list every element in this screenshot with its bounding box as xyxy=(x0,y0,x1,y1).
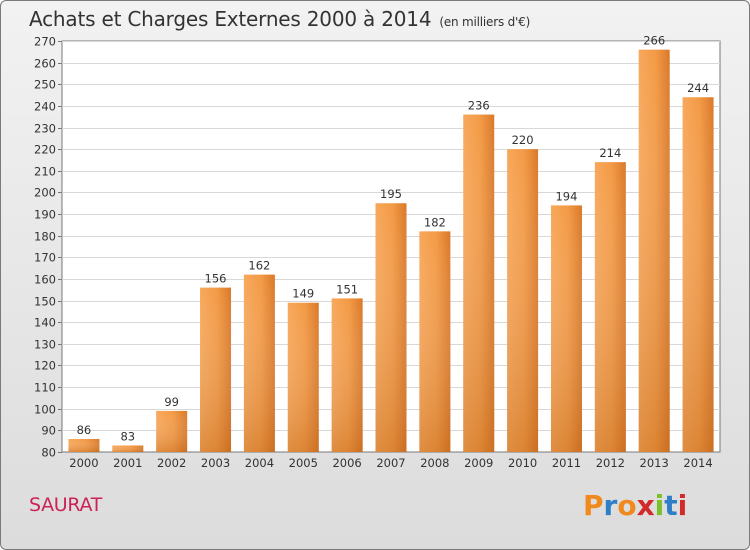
chart-subtitle: (en milliers d'€) xyxy=(439,15,531,29)
y-tick-label: 250 xyxy=(34,78,56,92)
data-label: 195 xyxy=(380,187,402,201)
x-tick-label: 2014 xyxy=(683,456,712,470)
x-tick-label: 2006 xyxy=(332,456,361,470)
data-label: 236 xyxy=(468,99,490,113)
logo-letter: i xyxy=(654,489,665,522)
y-tick-label: 260 xyxy=(34,57,56,71)
data-label: 194 xyxy=(555,189,577,203)
x-tick-label: 2001 xyxy=(113,456,142,470)
y-tick-label: 210 xyxy=(34,165,56,179)
bar-shade xyxy=(200,287,232,452)
chart-title: Achats et Charges Externes 2000 à 2014 (e… xyxy=(29,7,530,31)
logo-letter: P xyxy=(583,489,604,522)
y-tick-label: 160 xyxy=(34,273,56,287)
bar-shade xyxy=(550,205,582,452)
bar-shade xyxy=(594,162,626,452)
x-tick-label: 2008 xyxy=(420,456,449,470)
bar-shade xyxy=(419,231,451,452)
chart-title-text: Achats et Charges Externes 2000 à 2014 xyxy=(29,7,432,31)
logo-letter: i xyxy=(677,489,688,522)
x-tick-label: 2013 xyxy=(640,456,669,470)
commune-name: SAURAT xyxy=(29,494,103,516)
data-label: 244 xyxy=(687,81,709,95)
y-tick-label: 170 xyxy=(34,251,56,265)
data-label: 83 xyxy=(120,430,135,444)
y-tick-label: 200 xyxy=(34,186,56,200)
y-tick-label: 130 xyxy=(34,338,56,352)
bar-shade xyxy=(243,274,275,452)
x-tick-label: 2003 xyxy=(201,456,230,470)
y-tick-label: 190 xyxy=(34,208,56,222)
data-label: 266 xyxy=(643,34,665,48)
y-tick-label: 90 xyxy=(41,424,56,438)
logo-letter: r xyxy=(603,489,618,522)
x-tick-label: 2012 xyxy=(596,456,625,470)
bar-shade xyxy=(375,203,407,452)
data-label: 182 xyxy=(424,215,446,229)
x-tick-label: 2000 xyxy=(69,456,98,470)
y-tick-label: 110 xyxy=(34,381,56,395)
x-tick-label: 2002 xyxy=(157,456,186,470)
y-tick-label: 270 xyxy=(34,35,56,49)
bar-shade xyxy=(112,445,144,452)
data-label: 86 xyxy=(77,423,92,437)
data-label: 149 xyxy=(292,287,314,301)
y-tick-label: 180 xyxy=(34,230,56,244)
x-tick-label: 2007 xyxy=(376,456,405,470)
logo-letter: t xyxy=(664,489,678,522)
x-tick-label: 2011 xyxy=(552,456,581,470)
bar-shade xyxy=(331,298,363,452)
x-tick-label: 2005 xyxy=(289,456,318,470)
proxiti-logo: Proxiti xyxy=(583,489,687,522)
y-tick-label: 100 xyxy=(34,403,56,417)
x-tick-label: 2009 xyxy=(464,456,493,470)
y-tick-label: 80 xyxy=(41,446,56,460)
y-tick-label: 220 xyxy=(34,143,56,157)
data-label: 220 xyxy=(512,133,534,147)
y-tick-label: 120 xyxy=(34,359,56,373)
y-tick-label: 150 xyxy=(34,295,56,309)
data-label: 151 xyxy=(336,282,358,296)
bar-shade xyxy=(507,149,539,452)
logo-letter: x xyxy=(636,489,655,522)
bar-shade xyxy=(682,97,714,453)
data-label: 156 xyxy=(205,272,227,286)
data-label: 99 xyxy=(164,395,179,409)
bar-shade xyxy=(156,410,188,452)
logo-letter: o xyxy=(617,489,637,522)
x-tick-label: 2004 xyxy=(245,456,274,470)
bar-shade xyxy=(68,439,100,452)
data-label: 214 xyxy=(599,146,621,160)
y-tick-label: 230 xyxy=(34,122,56,136)
bar-shade xyxy=(287,302,319,452)
bar-shade xyxy=(463,114,495,453)
bar-shade xyxy=(638,49,670,453)
y-tick-label: 240 xyxy=(34,100,56,114)
data-label: 162 xyxy=(248,259,270,273)
y-tick-label: 140 xyxy=(34,316,56,330)
x-tick-label: 2010 xyxy=(508,456,537,470)
